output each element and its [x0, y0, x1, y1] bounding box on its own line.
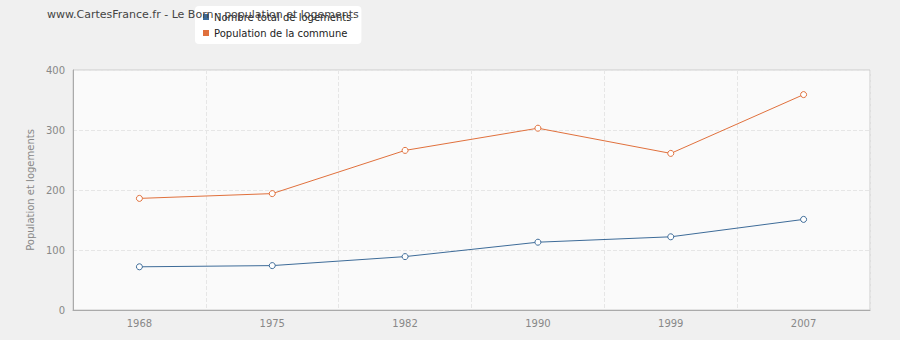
svg-text:1990: 1990 — [525, 318, 550, 329]
svg-text:www.CartesFrance.fr - Le Born: www.CartesFrance.fr - Le Born : populati… — [47, 8, 359, 21]
svg-text:100: 100 — [46, 245, 65, 256]
svg-text:1968: 1968 — [127, 318, 152, 329]
svg-text:Population de la commune: Population de la commune — [214, 28, 347, 39]
svg-text:2007: 2007 — [791, 318, 816, 329]
svg-text:Population et logements: Population et logements — [25, 129, 36, 251]
svg-text:1975: 1975 — [260, 318, 285, 329]
svg-text:200: 200 — [46, 185, 65, 196]
svg-text:1999: 1999 — [658, 318, 683, 329]
svg-text:400: 400 — [46, 65, 65, 76]
svg-text:1982: 1982 — [392, 318, 417, 329]
svg-text:300: 300 — [46, 125, 65, 136]
svg-text:0: 0 — [59, 305, 65, 316]
